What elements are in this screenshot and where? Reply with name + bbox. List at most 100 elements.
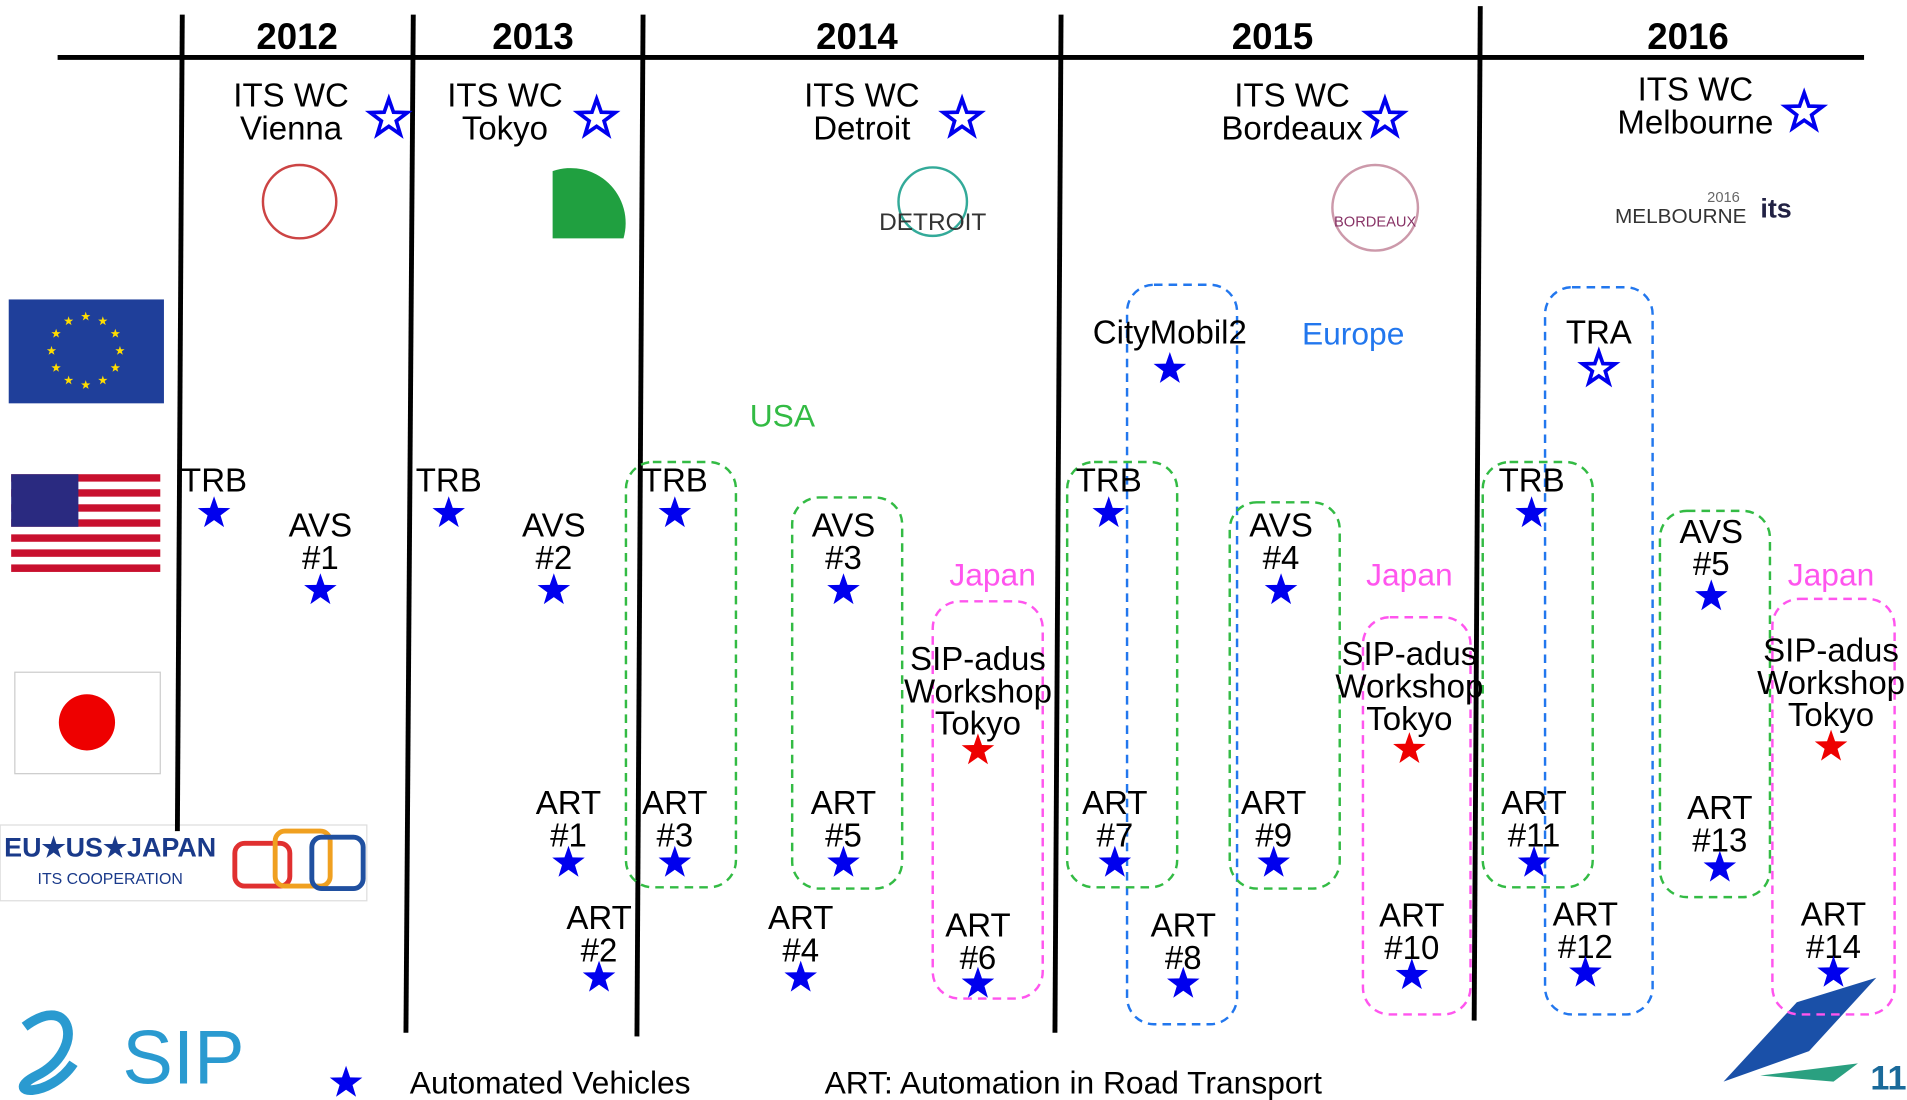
event-label: AVS: [1249, 507, 1313, 544]
group-box: [1125, 283, 1239, 1026]
page-number: 11: [1870, 1059, 1906, 1097]
event-label: CityMobil2: [1093, 314, 1247, 351]
event-star: [1817, 955, 1850, 987]
event-label: ART: [1379, 897, 1444, 934]
tokyo-logo: [552, 168, 626, 239]
eu-star: [81, 380, 91, 389]
conference-label: Bordeaux: [1221, 109, 1363, 146]
event-star: [197, 496, 231, 528]
event-label: Tokyo: [1788, 696, 1874, 733]
eu-star: [81, 311, 91, 321]
event-label: Workshop: [1335, 667, 1483, 704]
event-star: [432, 496, 465, 528]
conference-star: [1361, 93, 1409, 139]
event-label: Workshop: [904, 672, 1052, 709]
conference-label: ITS WC: [447, 76, 562, 113]
event-star: [1393, 732, 1426, 764]
year-divider: [1471, 6, 1483, 1021]
eu-star: [115, 345, 125, 355]
event-label: AVS: [522, 507, 586, 544]
us-stripe: [11, 511, 161, 520]
event-label: ART: [1501, 784, 1566, 821]
legend-star: Automated Vehicles: [410, 1065, 691, 1100]
conference-label: ITS WC: [233, 76, 348, 113]
event-label: ART: [1241, 784, 1306, 821]
us-stripe: [11, 564, 161, 572]
us-stripe: [11, 496, 161, 505]
year-divider: [403, 14, 416, 1033]
event-label: ART: [566, 899, 631, 936]
event-star: [827, 573, 860, 605]
us-stripe: [11, 474, 161, 482]
logo-subtitle: ITS COOPERATION: [38, 871, 183, 888]
region-label: USA: [750, 397, 816, 433]
group-box: [1658, 509, 1772, 899]
us-stripe: [11, 481, 161, 490]
group-box: [624, 460, 738, 889]
us-stripe: [11, 534, 161, 542]
event-label: TRB: [1076, 461, 1142, 498]
event-star: [304, 573, 337, 605]
year-divider: [1052, 14, 1064, 1033]
eu-star: [98, 316, 108, 326]
region-label: Japan: [949, 556, 1036, 592]
event-star: [552, 845, 585, 877]
event-star: [1153, 352, 1187, 383]
group-box: [931, 600, 1044, 1000]
conference-star: [938, 93, 986, 139]
event-label: ART: [1553, 895, 1618, 932]
event-label: ART: [1082, 784, 1147, 821]
us-stripe: [11, 556, 161, 565]
conference-label: ITS WC: [1638, 70, 1753, 107]
eu-star: [110, 328, 121, 338]
group-box: [1771, 597, 1896, 1016]
car-icon: [272, 828, 333, 889]
event-label: ART: [536, 784, 601, 821]
event-label: #1: [302, 539, 339, 576]
corner-logo: [1760, 1063, 1858, 1082]
us-stripe: [11, 541, 161, 550]
event-label: TRB: [642, 461, 708, 498]
event-star: [1264, 573, 1298, 605]
group-box: [1228, 501, 1341, 890]
japan-sun: [58, 694, 116, 751]
event-star: [961, 966, 995, 998]
year-divider: [174, 14, 185, 832]
detroit-logo: [897, 166, 969, 238]
conference-label: Tokyo: [462, 109, 548, 146]
event-star: [1167, 966, 1200, 998]
year-label: 2015: [1232, 16, 1314, 57]
conference-label: Melbourne: [1617, 103, 1773, 140]
region-label: Europe: [1302, 316, 1404, 352]
us-stripe: [11, 489, 161, 497]
vienna-logo: [261, 163, 338, 240]
event-label: TRB: [416, 461, 482, 498]
event-label: ART: [945, 906, 1010, 943]
event-star: [1569, 955, 1602, 987]
car-icon: [309, 834, 366, 891]
event-star: [582, 960, 616, 992]
event-label: SIP-adus: [1763, 631, 1899, 668]
event-label: Workshop: [1757, 664, 1905, 701]
its-text: its: [1760, 193, 1791, 223]
event-star: [1515, 496, 1548, 528]
conference-label: Detroit: [813, 109, 910, 146]
region-label: Japan: [1366, 556, 1453, 592]
eu-star: [110, 363, 121, 372]
event-label: SIP-adus: [910, 640, 1046, 677]
event-label: ART: [1687, 789, 1752, 826]
us-stripe: [11, 519, 161, 527]
logo-title: EU★US★JAPAN: [4, 833, 216, 863]
us-canton: [11, 474, 79, 527]
event-star: [1814, 729, 1848, 761]
eu-star: [63, 375, 74, 385]
event-label: #5: [1693, 545, 1730, 582]
event-star: [658, 845, 692, 877]
event-star: [961, 733, 995, 765]
event-label: ART: [1801, 895, 1866, 932]
conference-star: [572, 93, 621, 139]
sip-swirl: [18, 1010, 78, 1095]
year-label: 2014: [816, 16, 898, 57]
